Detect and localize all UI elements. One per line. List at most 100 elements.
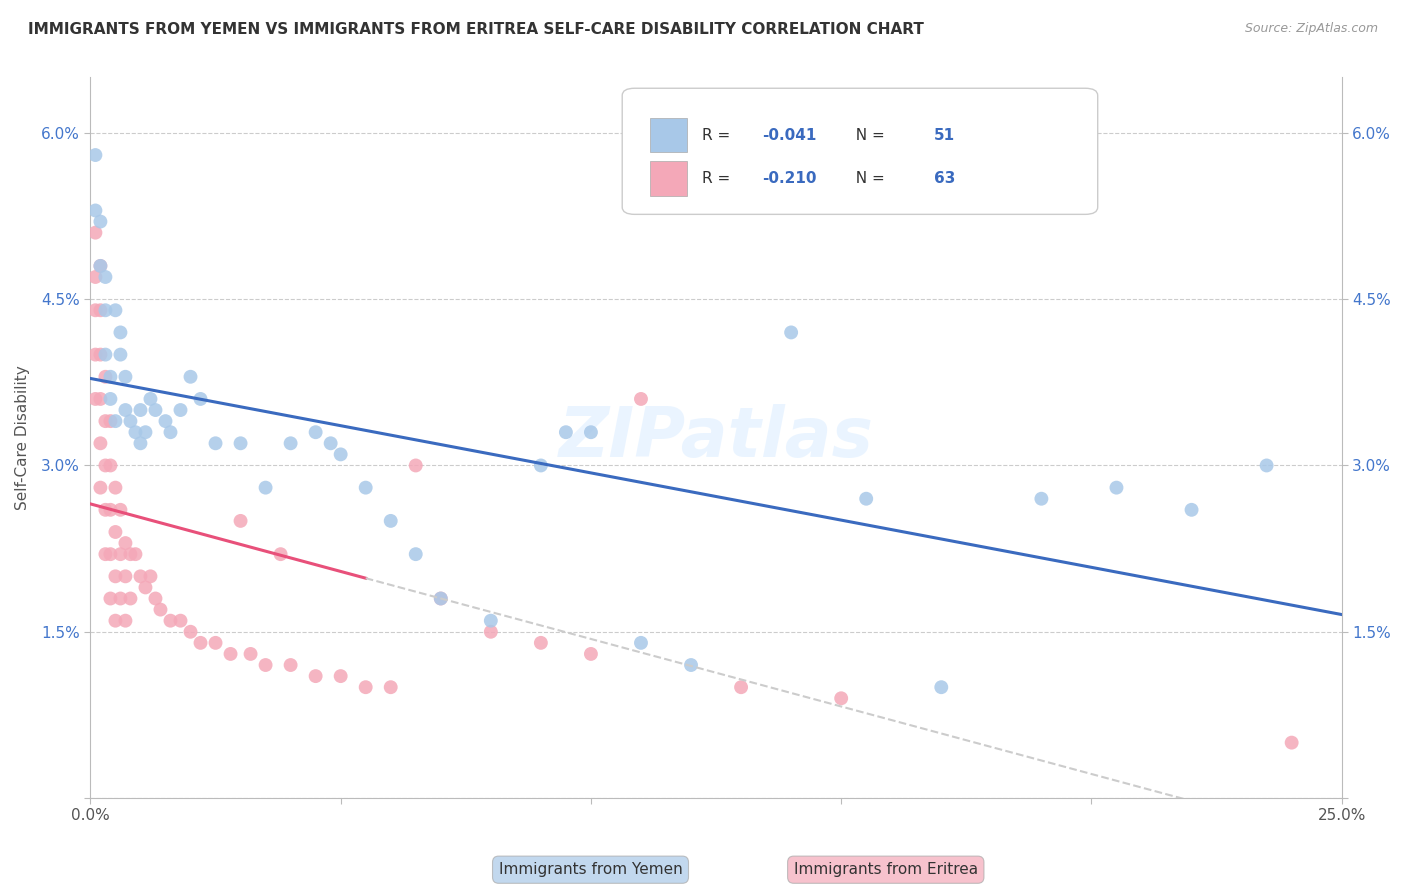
Point — [94, 270, 117, 285]
Point — [204, 636, 226, 650]
Point — [270, 547, 292, 561]
Point — [149, 602, 172, 616]
Point — [100, 458, 122, 473]
Point — [380, 680, 402, 694]
Point — [89, 259, 111, 273]
Point — [329, 447, 352, 461]
Point — [104, 414, 127, 428]
Point — [280, 658, 302, 673]
Point — [110, 326, 132, 340]
Point — [100, 392, 122, 406]
Point — [94, 414, 117, 428]
Point — [239, 647, 262, 661]
Point — [354, 680, 377, 694]
Point — [1180, 503, 1202, 517]
Point — [169, 403, 191, 417]
Text: Immigrants from Eritrea: Immigrants from Eritrea — [794, 863, 977, 877]
Point — [94, 369, 117, 384]
Point — [110, 348, 132, 362]
Text: R =: R = — [702, 128, 735, 143]
Point — [319, 436, 342, 450]
Point — [479, 614, 502, 628]
Point — [89, 481, 111, 495]
Point — [84, 348, 107, 362]
Point — [304, 669, 326, 683]
Point — [129, 403, 152, 417]
Point — [100, 547, 122, 561]
Point — [114, 569, 136, 583]
Point — [479, 624, 502, 639]
Point — [429, 591, 451, 606]
Point — [1256, 458, 1278, 473]
Point — [84, 270, 107, 285]
Point — [219, 647, 242, 661]
Point — [145, 403, 167, 417]
Point — [1281, 736, 1303, 750]
Point — [179, 624, 201, 639]
Point — [155, 414, 177, 428]
Point — [304, 425, 326, 440]
Point — [89, 436, 111, 450]
Point — [84, 203, 107, 218]
Point — [110, 503, 132, 517]
Point — [100, 503, 122, 517]
Point — [1105, 481, 1128, 495]
Point — [530, 636, 553, 650]
Point — [104, 481, 127, 495]
Point — [429, 591, 451, 606]
Point — [104, 614, 127, 628]
Point — [134, 581, 156, 595]
Point — [89, 348, 111, 362]
Point — [554, 425, 576, 440]
Point — [84, 148, 107, 162]
Point — [830, 691, 852, 706]
Text: Immigrants from Yemen: Immigrants from Yemen — [499, 863, 682, 877]
Point — [190, 392, 212, 406]
Text: ZIPatlas: ZIPatlas — [558, 404, 873, 471]
Point — [120, 414, 142, 428]
Text: 63: 63 — [934, 171, 955, 186]
Point — [929, 680, 952, 694]
Point — [124, 547, 146, 561]
Point — [679, 658, 702, 673]
Point — [114, 369, 136, 384]
Point — [159, 614, 181, 628]
Point — [84, 303, 107, 318]
Point — [100, 591, 122, 606]
Text: R =: R = — [702, 171, 735, 186]
Point — [114, 614, 136, 628]
Text: N =: N = — [846, 171, 890, 186]
Point — [94, 458, 117, 473]
Point — [100, 414, 122, 428]
Point — [579, 647, 602, 661]
Point — [129, 436, 152, 450]
Point — [100, 369, 122, 384]
Point — [129, 569, 152, 583]
Point — [405, 547, 427, 561]
Point — [190, 636, 212, 650]
Text: N =: N = — [846, 128, 890, 143]
Point — [94, 348, 117, 362]
Point — [84, 226, 107, 240]
Point — [530, 458, 553, 473]
Point — [104, 569, 127, 583]
Point — [1031, 491, 1053, 506]
Point — [94, 503, 117, 517]
Point — [104, 303, 127, 318]
Point — [354, 481, 377, 495]
Point — [169, 614, 191, 628]
Point — [280, 436, 302, 450]
Point — [229, 436, 252, 450]
Point — [254, 481, 277, 495]
Text: -0.041: -0.041 — [762, 128, 817, 143]
Point — [630, 392, 652, 406]
Point — [380, 514, 402, 528]
Text: 51: 51 — [934, 128, 955, 143]
Text: IMMIGRANTS FROM YEMEN VS IMMIGRANTS FROM ERITREA SELF-CARE DISABILITY CORRELATIO: IMMIGRANTS FROM YEMEN VS IMMIGRANTS FROM… — [28, 22, 924, 37]
Point — [110, 547, 132, 561]
Point — [89, 392, 111, 406]
Point — [110, 591, 132, 606]
Point — [159, 425, 181, 440]
Point — [84, 392, 107, 406]
Point — [104, 524, 127, 539]
